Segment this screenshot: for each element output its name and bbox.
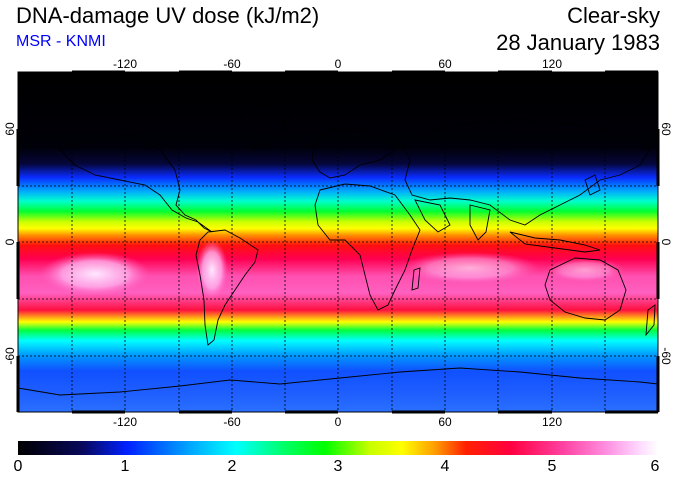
hotspot-australia xyxy=(545,258,625,282)
lon-tick-top: 60 xyxy=(438,57,452,71)
lat-tick-left: 0 xyxy=(3,238,17,245)
hotspot-south-pacific xyxy=(40,252,150,296)
frame-ticks xyxy=(16,70,660,414)
map-date: 28 January 1983 xyxy=(496,30,660,55)
colorbar xyxy=(18,441,658,455)
graticule xyxy=(18,72,658,412)
colorbar-label: 6 xyxy=(650,458,660,475)
lat-tick-right: 0 xyxy=(659,239,673,246)
data-source-label: MSR - KNMI xyxy=(16,33,106,50)
colorbar-label: 0 xyxy=(13,458,23,475)
colorbar-label: 2 xyxy=(227,458,237,475)
colorbar-label: 1 xyxy=(120,458,130,475)
lat-tick-left: 60 xyxy=(3,122,17,136)
lat-tick-right: 60 xyxy=(659,122,673,136)
hotspot-south-america xyxy=(196,240,228,300)
lon-tick-top: 120 xyxy=(542,57,562,71)
hotspot-indian-ocean xyxy=(400,252,540,284)
sky-condition-label: Clear-sky xyxy=(567,3,660,28)
colorbar-label: 3 xyxy=(333,458,343,475)
lon-tick-bottom: -120 xyxy=(113,415,137,429)
lat-tick-left: -60 xyxy=(3,347,17,365)
lat-tick-right: -60 xyxy=(659,347,673,365)
lon-tick-top: -120 xyxy=(113,57,137,71)
lon-tick-top: 0 xyxy=(335,57,342,71)
lon-tick-top: -60 xyxy=(223,57,241,71)
lon-tick-bottom: 60 xyxy=(438,415,452,429)
colorbar-label: 4 xyxy=(440,458,450,475)
map-title: DNA-damage UV dose (kJ/m2) xyxy=(16,3,320,28)
colorbar-label: 5 xyxy=(547,458,557,475)
lon-tick-bottom: 0 xyxy=(335,415,342,429)
coastlines xyxy=(17,104,659,396)
lon-tick-bottom: -60 xyxy=(223,415,241,429)
lon-tick-bottom: 120 xyxy=(542,415,562,429)
